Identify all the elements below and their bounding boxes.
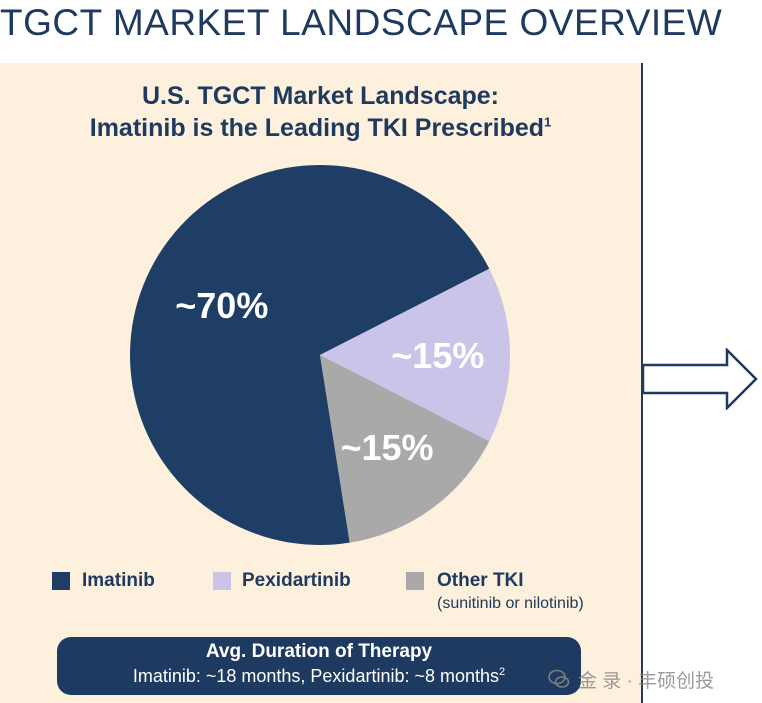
legend-swatch (406, 572, 424, 590)
right-arrow-icon (641, 348, 758, 410)
pie-label-other-tki: ~15% (340, 427, 433, 468)
legend-label: Pexidartinib (242, 570, 351, 591)
chart-title: U.S. TGCT Market Landscape: Imatinib is … (0, 80, 641, 144)
legend-note: (sunitinib or nilotinib) (437, 595, 584, 612)
chart-title-line1: U.S. TGCT Market Landscape: (141, 82, 500, 110)
legend-label: Imatinib (82, 570, 155, 591)
watermark: 金 录 · 丰硕创投 (548, 664, 748, 692)
chart-title-line2: Imatinib is the Leading TKI Prescribed1 (0, 112, 641, 144)
pie-label-pexidartinib: ~15% (391, 335, 484, 376)
slide-title: TGCT MARKET LANDSCAPE OVERVIEW (0, 2, 723, 43)
wechat-icon (548, 669, 570, 688)
legend-label: Other TKI (437, 570, 524, 591)
pie-label-imatinib: ~70% (175, 285, 268, 326)
legend-swatch (213, 572, 231, 590)
therapy-duration-box: Avg. Duration of Therapy Imatinib: ~18 m… (57, 637, 581, 695)
pie-slice-pexidartinib (320, 268, 511, 442)
pie-chart: ~70% ~15% ~15% (129, 164, 511, 545)
chart-subtitle: Imatinib is the Leading TKI Prescribed (89, 114, 545, 142)
therapy-detail: Imatinib: ~18 months, Pexidartinib: ~8 m… (57, 666, 581, 687)
pie-slice-imatinib (129, 164, 490, 545)
footnote-ref: 1 (544, 114, 552, 130)
therapy-detail-text: Imatinib: ~18 months, Pexidartinib: ~8 m… (132, 666, 500, 686)
watermark-text: 金 录 · 丰硕创投 (578, 671, 715, 692)
therapy-title: Avg. Duration of Therapy (205, 641, 433, 662)
legend-swatch (52, 572, 70, 590)
pie-slice-other-tki (320, 355, 490, 543)
therapy-footnote: 2 (499, 666, 506, 678)
